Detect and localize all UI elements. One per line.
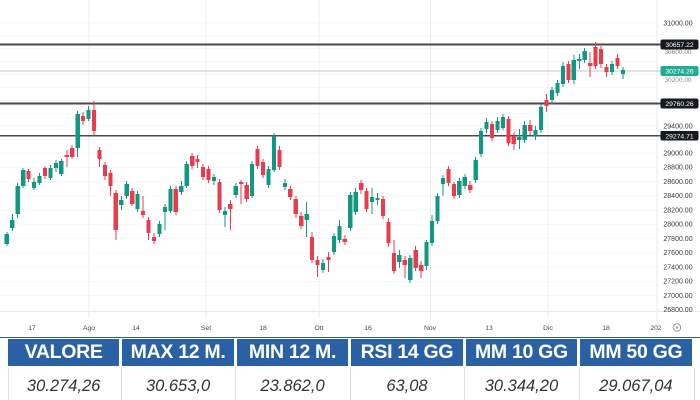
svg-text:27600.00: 27600.00 xyxy=(663,250,692,257)
svg-text:Nov: Nov xyxy=(424,325,437,332)
svg-text:29000.00: 29000.00 xyxy=(663,150,692,157)
svg-text:28800.00: 28800.00 xyxy=(663,165,692,172)
svg-text:29274.71: 29274.71 xyxy=(665,133,694,140)
svg-text:202: 202 xyxy=(650,325,662,332)
svg-text:30657.22: 30657.22 xyxy=(665,42,694,49)
svg-text:Set: Set xyxy=(201,325,211,332)
svg-text:28600.00: 28600.00 xyxy=(663,179,692,186)
svg-text:28200.00: 28200.00 xyxy=(663,207,692,214)
svg-text:27200.00: 27200.00 xyxy=(663,279,692,286)
svg-text:14: 14 xyxy=(132,325,140,332)
svg-text:Dic: Dic xyxy=(543,325,553,332)
svg-text:26800.00: 26800.00 xyxy=(663,307,692,314)
svg-text:30600.00: 30600.00 xyxy=(664,49,691,56)
svg-text:29760.26: 29760.26 xyxy=(665,101,694,108)
svg-text:27800.00: 27800.00 xyxy=(663,236,692,243)
svg-text:Ago: Ago xyxy=(83,325,95,332)
svg-text:18: 18 xyxy=(602,325,610,332)
svg-text:Ott: Ott xyxy=(314,325,323,332)
svg-text:28400.00: 28400.00 xyxy=(663,193,692,200)
svg-text:31000.00: 31000.00 xyxy=(663,20,692,27)
svg-text:13: 13 xyxy=(485,325,493,332)
svg-text:18: 18 xyxy=(259,325,267,332)
svg-text:27400.00: 27400.00 xyxy=(663,264,692,271)
svg-text:30274.26: 30274.26 xyxy=(665,69,694,76)
svg-text:29400.00: 29400.00 xyxy=(663,123,692,130)
svg-text:28000.00: 28000.00 xyxy=(663,222,692,229)
svg-text:16: 16 xyxy=(364,325,372,332)
svg-text:30200.00: 30200.00 xyxy=(664,77,691,84)
svg-text:27000.00: 27000.00 xyxy=(663,293,692,300)
svg-text:17: 17 xyxy=(28,325,36,332)
